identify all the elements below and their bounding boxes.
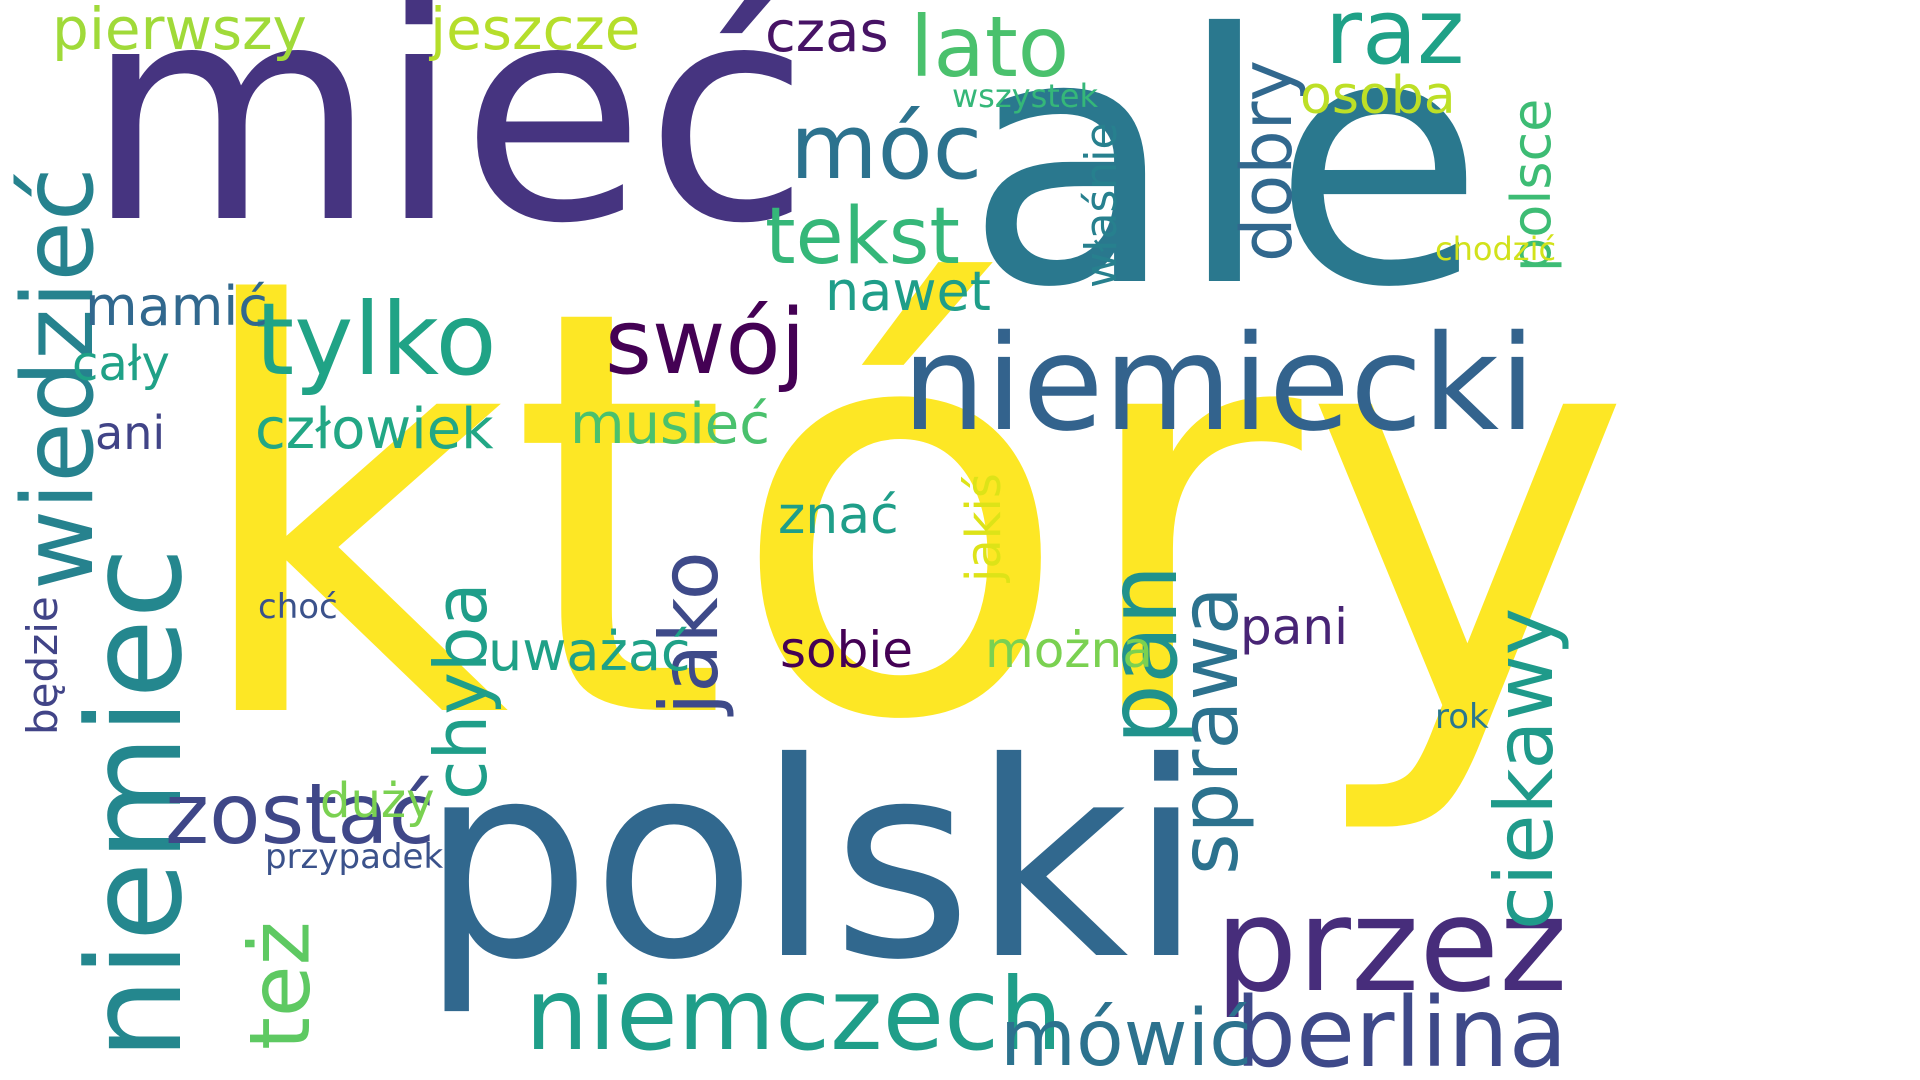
word-pani: pani [1240,598,1348,656]
word-pierwszy: pierwszy [52,0,307,63]
word-mowic: mówić [1000,994,1253,1080]
word-jakis: jakiś [956,473,1012,582]
word-caly: cały [72,336,170,392]
word-ciekawy: ciekawy [1478,607,1571,930]
word-mamic: mamić [85,275,268,338]
word-chyba: chyba [419,582,503,800]
word-znac: znać [778,486,899,546]
word-sobie: sobie [780,621,914,679]
word-raz: raz [1325,0,1465,85]
word-choc: choć [258,587,338,627]
word-czas: czas [765,0,889,65]
word-jeszcze: jeszcze [430,0,641,63]
word-swoj: swój [605,290,806,395]
word-polski: polski [420,704,1204,1019]
word-ani: ani [95,406,166,460]
word-osoba: osoba [1300,66,1456,126]
word-lato: lato [910,0,1070,96]
word-duzy: duży [320,773,435,829]
word-dobry: dobry [1226,60,1308,262]
word-wlasnie: właśnie [1076,122,1127,288]
word-ktory: który [185,191,1634,843]
word-wszystek: wszystek [952,77,1099,115]
word-przypadek: przypadek [265,837,444,877]
word-sprawa: sprawa [1163,586,1256,875]
word-nawet: nawet [825,260,991,323]
word-rok: rok [1435,697,1489,737]
word-moc: móc [790,95,983,200]
word-miec: mieć [85,0,811,289]
word-niemczech: niemczech [525,956,1063,1073]
word-mozna: można [985,621,1153,679]
word-bedzie: będzie [18,596,67,735]
word-niemiecki: niemiecki [902,307,1536,461]
word-ale: ale [965,0,1485,363]
word-tez: też [231,921,329,1050]
word-czlowiek: człowiek [255,397,494,462]
word-musiec: musieć [570,392,771,457]
word-tylko: tylko [255,281,497,398]
word-chodzic: chodzić [1435,230,1557,268]
word-berlina: berlina [1235,977,1568,1080]
word-uwazac: uważać [488,620,691,683]
word-przez: przez [1215,869,1568,1021]
word-tekst: tekst [765,192,960,282]
word-zostac: zostać [165,765,435,863]
